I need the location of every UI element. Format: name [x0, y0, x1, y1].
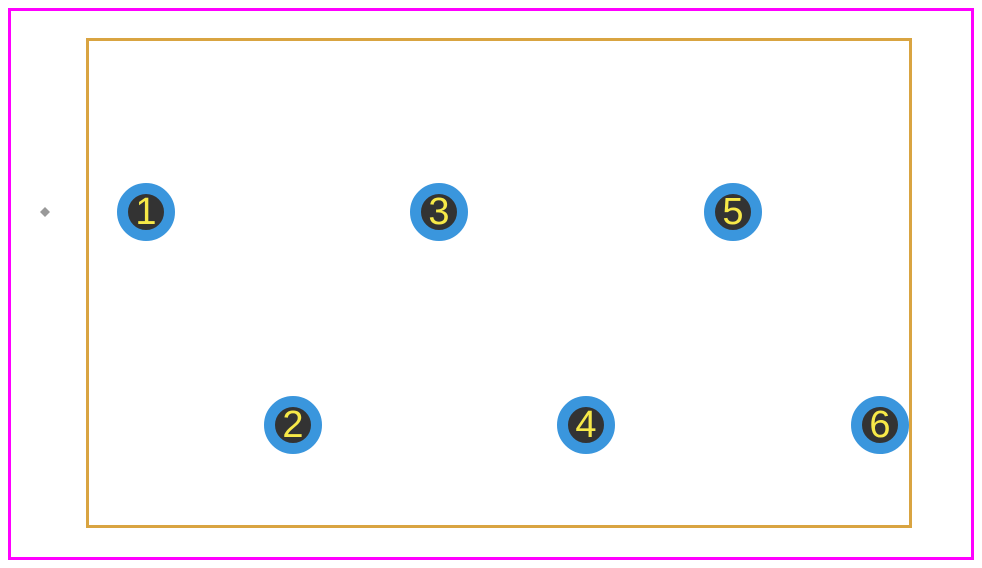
footprint-canvas: 1 2 3 4 5 6 [0, 0, 982, 568]
pad-label: 4 [575, 406, 596, 444]
pad-label: 3 [428, 193, 449, 231]
origin-marker-icon [40, 207, 50, 217]
pad-3: 3 [410, 183, 468, 241]
pad-label: 5 [722, 193, 743, 231]
pad-1: 1 [117, 183, 175, 241]
pad-label: 2 [282, 406, 303, 444]
pad-2: 2 [264, 396, 322, 454]
silkscreen-border [86, 38, 912, 528]
pad-label: 6 [869, 406, 890, 444]
pad-6: 6 [851, 396, 909, 454]
pad-4: 4 [557, 396, 615, 454]
pad-label: 1 [135, 193, 156, 231]
pad-5: 5 [704, 183, 762, 241]
